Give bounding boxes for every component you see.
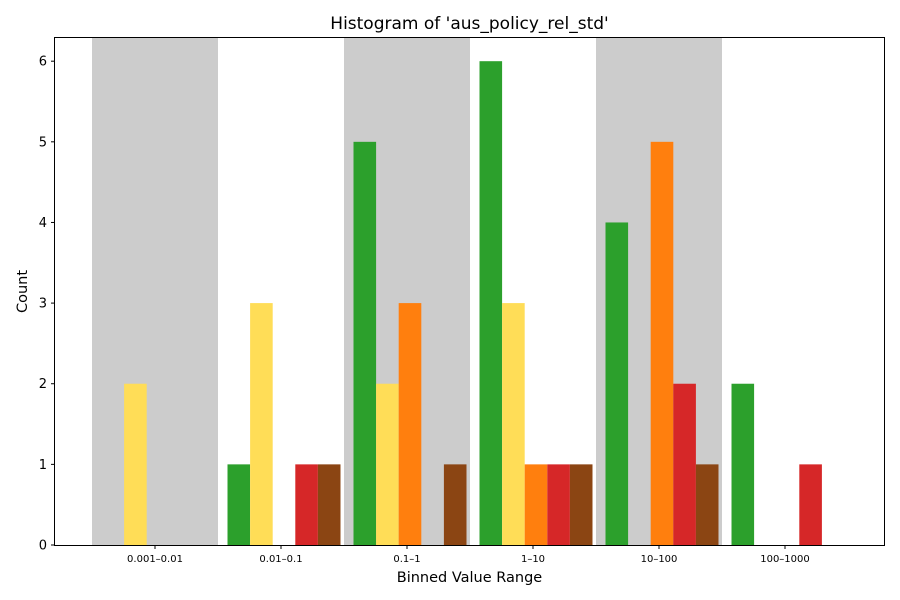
x-tick-label: 1–10 (521, 554, 545, 565)
bar (353, 141, 377, 546)
bar (605, 222, 629, 545)
bar (376, 383, 399, 545)
shaded-band (92, 37, 218, 545)
bar (250, 303, 273, 545)
x-tick-label: 0.01–0.1 (259, 554, 302, 565)
bar (398, 303, 422, 545)
bar (227, 464, 251, 545)
y-tick-label: 0 (39, 539, 47, 554)
x-axis-label: Binned Value Range (397, 570, 543, 586)
y-tick-label: 5 (39, 135, 47, 150)
x-tick-label: 0.001–0.01 (127, 554, 183, 565)
y-tick-label: 3 (39, 297, 47, 312)
y-tick-label: 2 (39, 377, 47, 392)
y-axis: 0 1 2 3 4 5 6 (39, 55, 55, 554)
bar (569, 464, 593, 545)
bar (502, 303, 525, 545)
bar (799, 464, 822, 545)
bar (317, 464, 341, 545)
bar (673, 383, 696, 545)
bar (731, 383, 755, 545)
x-tick-label: 100–1000 (760, 554, 810, 565)
y-tick-label: 6 (39, 55, 47, 70)
bar (524, 464, 548, 545)
y-axis-label: Count (15, 270, 31, 313)
bar (695, 464, 719, 545)
shaded-bands (92, 37, 722, 545)
bar (479, 61, 503, 545)
bar (124, 383, 147, 545)
y-tick-label: 1 (39, 458, 47, 473)
x-tick-label: 0.1–1 (393, 554, 420, 565)
bar (295, 464, 318, 545)
bar (547, 464, 570, 545)
chart-title: Histogram of 'aus_policy_rel_std' (330, 14, 608, 34)
plot-frame (54, 37, 885, 546)
x-axis: 0.001–0.01 0.01–0.1 0.1–1 1–10 10–100 100–100… (127, 545, 810, 565)
x-tick-label: 10–100 (641, 554, 678, 565)
bars (124, 61, 822, 546)
y-tick-label: 4 (39, 216, 47, 231)
bar (443, 464, 467, 545)
bar (650, 141, 674, 546)
